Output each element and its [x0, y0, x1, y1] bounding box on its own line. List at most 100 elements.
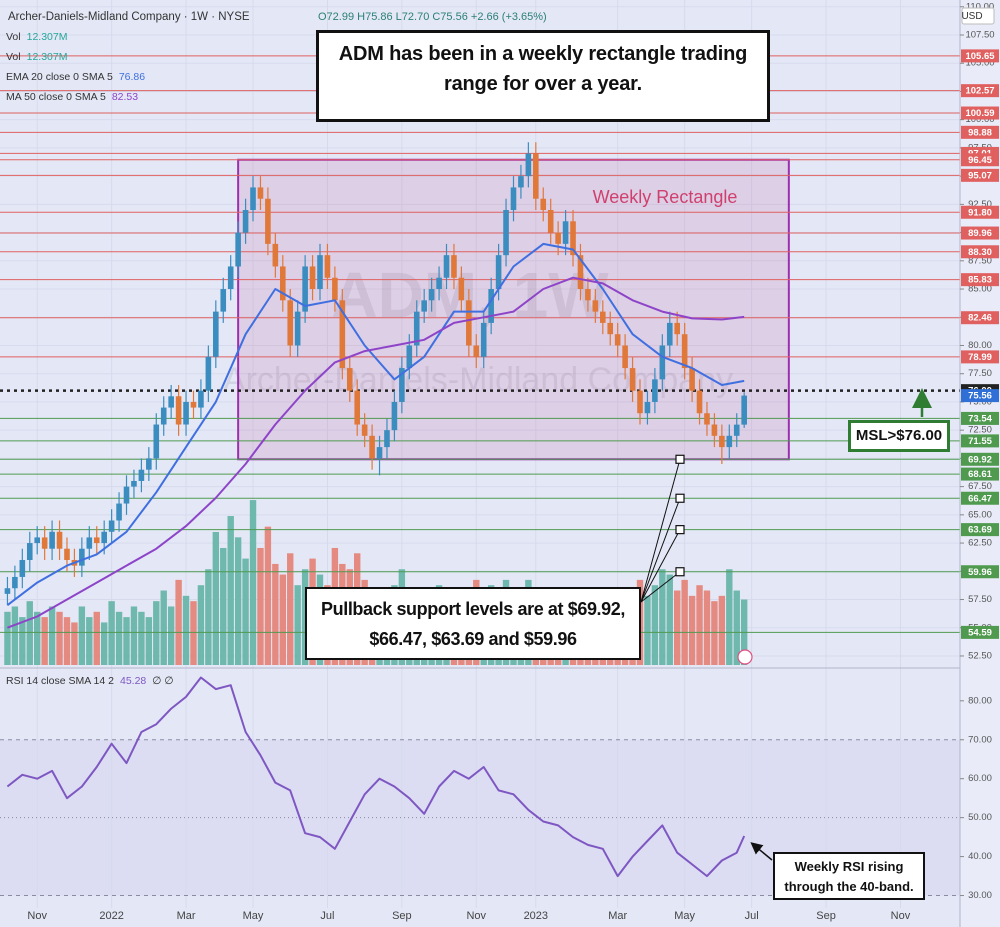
level-label: 91.80: [968, 207, 992, 218]
volume-bar: [182, 595, 190, 665]
candle-body: [681, 334, 688, 369]
level-box: [961, 153, 999, 167]
rsi-legend: ∅ ∅: [152, 675, 173, 687]
x-tick-label: 2023: [524, 910, 548, 922]
candle-body: [242, 210, 249, 233]
volume-bar: [48, 606, 56, 665]
y-tick-label: 105.00: [965, 58, 994, 69]
candle-body: [123, 486, 130, 504]
y-tick-label: 92.50: [968, 199, 992, 210]
candle-body: [547, 210, 554, 233]
volume-bar: [666, 574, 673, 665]
y-tick-label: 67.50: [968, 481, 992, 492]
level-box: [961, 205, 999, 219]
candle-body: [324, 255, 331, 278]
candle-body: [622, 345, 628, 369]
candle-body: [637, 390, 643, 414]
candle-body: [376, 447, 383, 459]
candle-body: [406, 345, 413, 369]
candle-body: [629, 368, 636, 391]
level-label: 95.07: [968, 170, 992, 181]
level-box: [961, 84, 999, 98]
legend-value: 12.307M: [27, 31, 68, 43]
level-box: [961, 452, 999, 466]
candle-body: [421, 300, 427, 312]
volume-bar: [212, 532, 220, 665]
candle-body: [592, 300, 599, 312]
volume-bar: [34, 611, 41, 665]
volume-bar: [264, 526, 272, 665]
candle-body: [198, 390, 204, 408]
candle-body: [666, 322, 673, 346]
volume-bar: [257, 547, 264, 665]
volume-bar: [227, 516, 234, 665]
volume-bar: [279, 574, 286, 665]
y-tick-label: 57.50: [968, 594, 992, 605]
volume-bar: [197, 585, 205, 665]
candle-body: [213, 311, 219, 357]
headline-box: ADM has been in a weekly rectangle tradi…: [316, 30, 770, 122]
candle-body: [741, 395, 747, 425]
level-label: 96.45: [968, 155, 992, 166]
level-box: [961, 565, 999, 579]
candle-body: [49, 531, 55, 549]
candle-body: [116, 503, 122, 521]
level-box: [961, 125, 999, 139]
volume-bar: [190, 601, 197, 665]
currency: USD: [961, 11, 982, 22]
ohlc-text: O72.99 H75.86 L72.70 C75.56 +2.66 (+3.65…: [318, 11, 547, 23]
volume-bar: [287, 553, 294, 665]
candle-body: [451, 255, 457, 278]
candle-body: [585, 289, 591, 301]
candle-body: [369, 435, 375, 459]
candle-body: [689, 368, 695, 391]
volume-bar: [26, 601, 33, 665]
level-label: 73.54: [968, 413, 992, 424]
candle-body: [399, 368, 405, 402]
chart-title: Archer-Daniels-Midland Company · 1W · NY…: [8, 11, 250, 23]
candle-body: [518, 176, 524, 188]
level-box: [961, 523, 999, 537]
candle-body: [614, 334, 621, 346]
y-tick-label: 70.00: [968, 734, 992, 745]
candle-body: [659, 345, 666, 380]
volume-bar: [56, 611, 63, 665]
candle-body: [265, 198, 271, 244]
x-tick-label: Jul: [320, 910, 334, 922]
legend-name: Vol: [6, 51, 21, 63]
candle-body: [190, 401, 197, 408]
y-tick-label: 40.00: [968, 851, 992, 862]
candle-body: [294, 311, 301, 346]
candle-body: [458, 277, 465, 301]
candle-body: [4, 588, 11, 594]
candle-body: [480, 322, 487, 357]
y-tick-label: 52.50: [968, 650, 992, 661]
candle-body: [34, 537, 41, 544]
currency-box: [961, 7, 995, 25]
candle-body: [235, 232, 241, 267]
candle-body: [131, 480, 137, 487]
candle-body: [704, 413, 710, 425]
x-tick-label: 2022: [99, 910, 123, 922]
x-tick-label: Nov: [27, 910, 47, 922]
x-tick-label: Sep: [816, 910, 836, 922]
volume-bar: [234, 537, 242, 665]
candle-body: [108, 520, 115, 532]
rsi-legend: RSI 14 close SMA 14 2: [6, 675, 114, 687]
candle-body: [696, 390, 703, 414]
indicator-line: [6, 242, 745, 606]
last-price-box: [961, 389, 999, 403]
level-box: [961, 491, 999, 505]
volume-bar: [696, 585, 703, 665]
level-label: 82.46: [968, 313, 992, 324]
candle-body: [101, 531, 107, 544]
candle-body: [146, 458, 152, 470]
level-box: [961, 434, 999, 448]
candle-body: [674, 322, 681, 335]
indicator-line: [6, 676, 746, 878]
candle-body: [302, 266, 308, 312]
legend-entry: EMA 20 close 0 SMA 5: [6, 71, 113, 83]
candle-body: [168, 396, 174, 408]
level-label: 59.96: [968, 567, 992, 578]
